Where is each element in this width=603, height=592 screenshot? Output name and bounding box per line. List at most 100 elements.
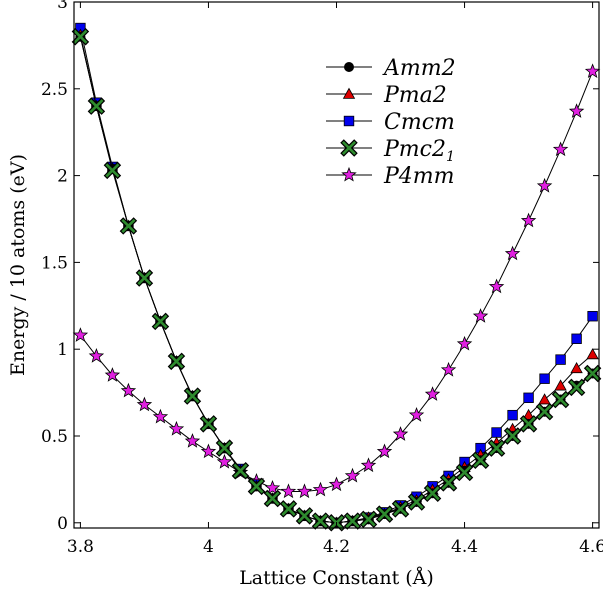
data-point-p4mm (280, 483, 297, 499)
data-point-p4mm (440, 361, 457, 377)
data-point-p4mm (360, 457, 377, 473)
data-point-pmc2 (263, 489, 282, 508)
y-axis-title: Energy / 10 atoms (eV) (7, 154, 29, 376)
legend-label: Pma2 (383, 83, 447, 108)
axes-layer: 3.8 4 4.2 4.4 4.6 0 0.5 1 1.5 2 2.5 3 (41, 0, 603, 557)
data-point-p4mm (168, 420, 185, 436)
data-point-cmcm (587, 311, 598, 322)
data-point-p4mm (376, 443, 393, 459)
data-point-pmc2 (199, 415, 218, 433)
data-point-pma2 (554, 379, 567, 391)
data-point-pmc2 (407, 493, 426, 511)
legend-label: P4mm (383, 164, 455, 189)
legend-item-pmc2: Pmc21 (326, 137, 455, 165)
data-point-pmc2 (439, 474, 458, 492)
data-point-p4mm (536, 177, 553, 193)
data-point-pmc2 (183, 387, 202, 405)
legend-marker (340, 139, 358, 157)
series-line-cmcm (79, 27, 594, 524)
x-tick-label: 4.4 (451, 537, 478, 557)
series-line-pma2 (79, 34, 593, 524)
data-point-pmc2 (135, 269, 154, 287)
data-point-pmc2 (423, 484, 442, 503)
x-tick-label: 3.8 (67, 537, 94, 557)
data-point-p4mm (264, 479, 281, 495)
legend-item-cmcm: Cmcm (326, 110, 455, 135)
data-point-p4mm (344, 467, 361, 483)
data-point-p4mm (504, 245, 521, 261)
data-point-p4mm (312, 481, 329, 497)
data-point-pmc2 (583, 364, 602, 383)
legend-item-amm2: Amm2 (326, 56, 456, 81)
data-point-p4mm (296, 483, 313, 499)
data-point-pmc2 (103, 161, 122, 180)
x-axis-title: Lattice Constant (Å) (239, 567, 434, 589)
plot-frame (73, 1, 600, 529)
data-point-pmc2 (87, 97, 106, 115)
legend-marker (341, 166, 357, 182)
legend-label: Amm2 (382, 56, 456, 81)
data-point-pmc2 (231, 461, 250, 480)
legend-marker (343, 62, 354, 73)
data-point-pmc2 (359, 510, 378, 529)
data-point-cmcm (539, 373, 550, 384)
series-line-amm2 (79, 36, 593, 524)
legend-item-p4mm: P4mm (326, 164, 455, 189)
data-point-p4mm (472, 308, 489, 323)
y-tick-label: 3 (57, 0, 68, 13)
x-tick-label: 4.2 (323, 537, 350, 557)
data-point-pmc2 (279, 500, 298, 518)
data-point-p4mm (584, 63, 601, 78)
data-point-pmc2 (167, 352, 186, 371)
x-tick-label: 4.6 (579, 537, 603, 557)
data-point-cmcm (491, 427, 502, 438)
data-point-p4mm (392, 426, 409, 441)
data-point-p4mm (136, 396, 153, 412)
data-point-pmc2 (551, 390, 570, 409)
data-point-pmc2 (471, 451, 490, 470)
data-point-pma2 (570, 361, 583, 374)
data-point-pma2 (586, 348, 599, 360)
legend-label: Pmc21 (383, 137, 455, 165)
data-point-p4mm (424, 386, 441, 401)
data-point-p4mm (408, 407, 425, 422)
y-tick-label: 1 (57, 340, 68, 360)
data-point-pmc2 (119, 217, 138, 235)
data-point-p4mm (520, 212, 537, 228)
y-tick-label: 1.5 (41, 253, 68, 273)
data-layer (71, 22, 602, 532)
data-point-pmc2 (151, 312, 170, 331)
data-point-p4mm (120, 382, 137, 398)
data-point-cmcm (523, 392, 534, 404)
data-point-p4mm (184, 433, 201, 448)
y-tick-label: 2.5 (41, 80, 68, 100)
data-point-pmc2 (455, 463, 474, 482)
data-point-pmc2 (567, 378, 586, 397)
y-tick-label: 0.5 (41, 427, 68, 447)
data-point-p4mm (104, 367, 121, 382)
data-point-pmc2 (247, 477, 266, 496)
data-point-cmcm (507, 409, 518, 421)
legend-item-pma2: Pma2 (326, 83, 447, 108)
data-point-p4mm (200, 443, 217, 459)
data-point-pmc2 (295, 507, 314, 525)
data-point-p4mm (72, 327, 89, 342)
data-point-p4mm (152, 408, 169, 424)
data-point-p4mm (328, 476, 345, 492)
data-point-pmc2 (535, 402, 554, 421)
legend-marker (343, 115, 355, 127)
data-point-p4mm (88, 348, 105, 363)
series-line-pmc2 (79, 36, 593, 524)
data-point-p4mm (216, 453, 233, 469)
data-point-pmc2 (343, 512, 362, 530)
data-point-pma2 (538, 393, 551, 405)
data-point-pmc2 (375, 505, 394, 523)
x-tick-label: 4 (203, 537, 214, 557)
legend-label: Cmcm (384, 110, 455, 135)
y-tick-label: 2 (57, 167, 68, 187)
data-point-cmcm (571, 333, 582, 344)
data-point-p4mm (488, 278, 505, 294)
data-point-pmc2 (311, 512, 330, 530)
